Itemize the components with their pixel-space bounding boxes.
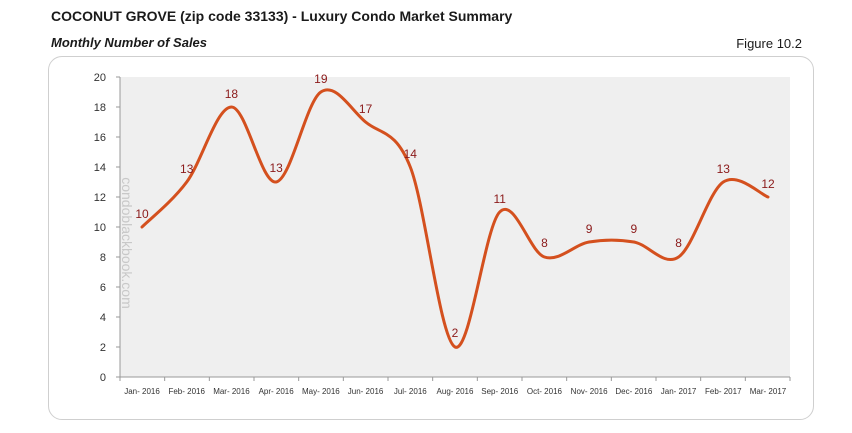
y-tick-label: 12 [94, 192, 106, 204]
x-tick-label: Feb- 2017 [705, 387, 742, 396]
x-tick-label: Mar- 2016 [213, 387, 250, 396]
x-tick-label: Jul- 2016 [394, 387, 427, 396]
data-label: 13 [180, 162, 194, 176]
data-label: 19 [314, 72, 328, 86]
data-label: 12 [761, 177, 775, 191]
y-tick-label: 14 [94, 162, 106, 174]
x-tick-label: Jan- 2017 [661, 387, 697, 396]
figure-label: Figure 10.2 [736, 36, 802, 51]
data-label: 9 [631, 222, 638, 236]
x-tick-label: Jun- 2016 [348, 387, 384, 396]
x-tick-label: Aug- 2016 [437, 387, 474, 396]
chart-subtitle: Monthly Number of Sales [51, 35, 208, 50]
y-tick-label: 8 [100, 252, 106, 264]
data-label: 18 [225, 87, 239, 101]
data-labels: 10 13 18 13 19 17 14 2 11 8 9 9 8 13 12 [135, 72, 775, 340]
data-label: 10 [135, 207, 149, 221]
watermark: condoblackbook.com [119, 177, 135, 309]
y-tick-label: 4 [100, 312, 106, 324]
data-label: 13 [717, 162, 731, 176]
x-tick-label: Dec- 2016 [615, 387, 652, 396]
x-tick-label: Nov- 2016 [571, 387, 608, 396]
data-label: 14 [404, 147, 418, 161]
report-title: COCONUT GROVE (zip code 33133) - Luxury … [51, 8, 513, 24]
x-tick-label: Sep- 2016 [481, 387, 518, 396]
series-line [140, 88, 770, 349]
y-axis: 0 2 4 6 8 10 12 14 16 18 20 [94, 72, 121, 384]
plot-area [120, 77, 790, 377]
y-tick-label: 20 [94, 72, 106, 84]
data-label: 11 [493, 192, 506, 206]
y-tick-label: 16 [94, 132, 106, 144]
data-label: 2 [452, 326, 459, 340]
y-tick-label: 2 [100, 342, 106, 354]
y-tick-label: 0 [100, 372, 106, 384]
data-label: 8 [541, 236, 548, 250]
y-tick-label: 6 [100, 282, 106, 294]
x-tick-label: Apr- 2016 [259, 387, 295, 396]
x-tick-label: May- 2016 [302, 387, 340, 396]
y-tick-label: 10 [94, 222, 106, 234]
data-label: 8 [675, 236, 682, 250]
x-tick-label: Feb- 2016 [168, 387, 205, 396]
x-tick-label: Oct- 2016 [527, 387, 563, 396]
data-label: 13 [269, 161, 283, 175]
x-tick-label: Mar- 2017 [750, 387, 787, 396]
x-axis: Jan- 2016 Feb- 2016 Mar- 2016 Apr- 2016 May-… [119, 376, 791, 396]
data-label: 9 [586, 222, 593, 236]
data-label: 17 [359, 102, 373, 116]
x-tick-label: Jan- 2016 [124, 387, 160, 396]
y-tick-label: 18 [94, 102, 106, 114]
